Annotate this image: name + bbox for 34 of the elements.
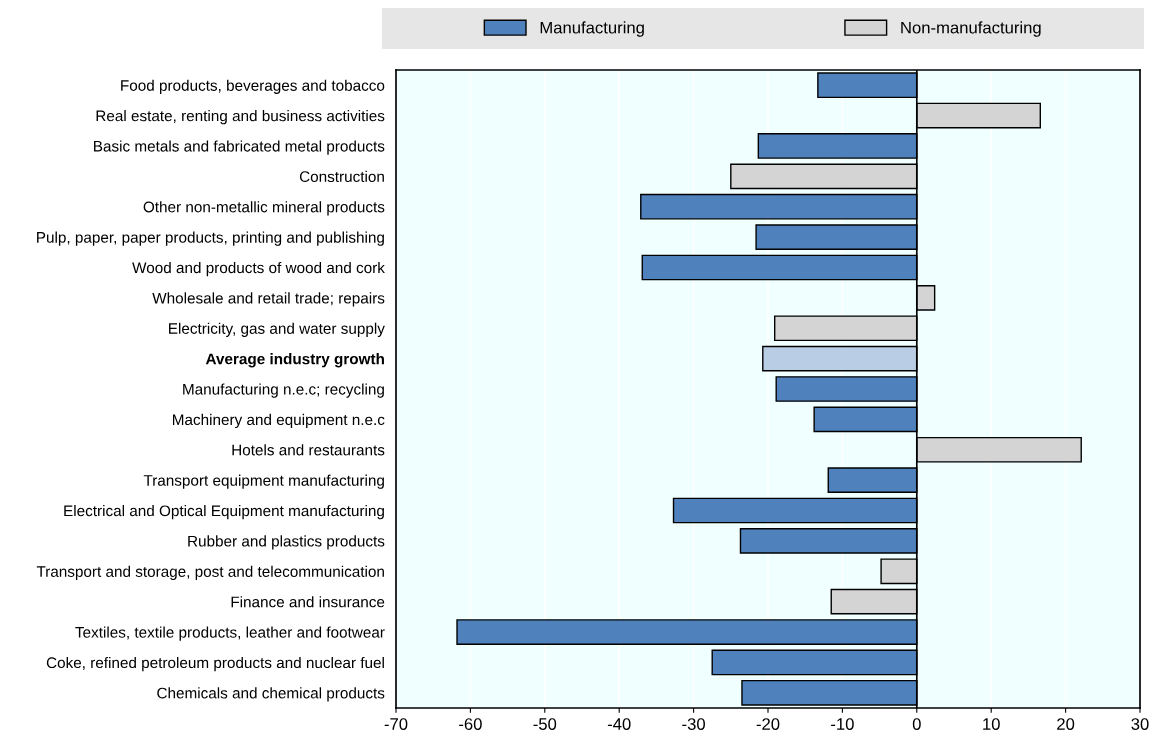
y-tick-label: Real estate, renting and business activities — [96, 110, 385, 125]
y-tick-label: Rubber and plastics products — [188, 535, 385, 550]
x-tick-label: 20 — [1057, 718, 1075, 730]
x-tick-label: -50 — [533, 718, 557, 730]
x-tick-label: -30 — [682, 718, 705, 730]
y-tick-label: Chemicals and chemical products — [157, 687, 385, 702]
x-tick-label: 30 — [1131, 718, 1149, 730]
y-tick-label: Electrical and Optical Equipment manufacturing — [64, 504, 384, 520]
x-tick-label: -60 — [459, 718, 482, 730]
y-tick-label: Coke, refined petroleum products and nuclear fuel — [46, 656, 384, 672]
y-tick-label: Other non-metallic mineral products — [143, 201, 385, 216]
y-tick-label: Textiles, textile products, leather and footwear — [75, 626, 385, 641]
legend-label: Non-manufacturing — [901, 21, 1041, 37]
y-tick-label: Construction — [299, 170, 384, 183]
x-tick-label: 10 — [983, 718, 1000, 730]
y-tick-label: Pulp, paper, paper products, printing and publishing — [37, 231, 384, 246]
x-tick-label: 0 — [912, 718, 921, 730]
y-tick-label: Basic metals and fabricated metal products — [94, 140, 385, 155]
y-tick-label: Food products, beverages and tobacco — [121, 79, 385, 94]
y-tick-label: Manufacturing n.e.c; recycling — [183, 383, 384, 398]
y-tick-label: Hotels and restaurants — [232, 444, 385, 456]
y-tick-label: Electricity, gas and water supply — [169, 322, 385, 337]
y-tick-label: Average industry growth — [205, 353, 384, 368]
x-tick-label: -20 — [756, 718, 780, 730]
y-tick-label: Transport equipment manufacturing — [143, 474, 384, 489]
x-tick-label: -70 — [384, 718, 408, 730]
y-tick-label: Transport and storage, post and telecommunication — [36, 565, 384, 580]
y-tick-label: Finance and insurance — [231, 596, 385, 608]
x-tick-label: -10 — [831, 718, 854, 730]
x-tick-label: -40 — [607, 718, 631, 730]
y-tick-label: Machinery and equipment n.e.c — [172, 413, 385, 429]
y-tick-label: Wood and products of wood and cork — [132, 261, 385, 277]
y-tick-label: Wholesale and retail trade; repairs — [152, 292, 385, 307]
legend-label: Manufacturing — [540, 21, 644, 37]
